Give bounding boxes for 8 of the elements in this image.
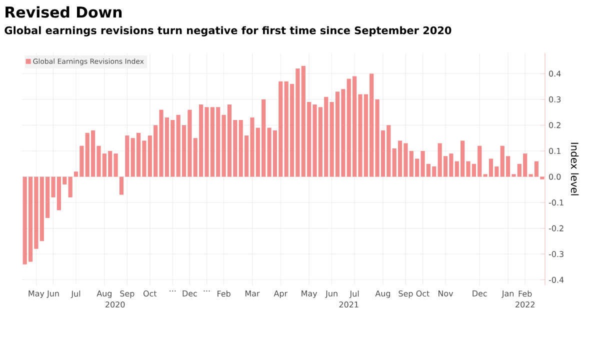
chart-title: Revised Down	[6, 6, 122, 18]
bar	[540, 176, 544, 180]
chart-subtitle: Global earnings revisions turn negative for first time since September 2020	[4, 26, 452, 36]
bar	[68, 176, 72, 198]
y-axis-title: Index level	[570, 142, 579, 196]
bar	[119, 176, 124, 195]
bar	[114, 154, 118, 177]
bar	[125, 135, 130, 177]
